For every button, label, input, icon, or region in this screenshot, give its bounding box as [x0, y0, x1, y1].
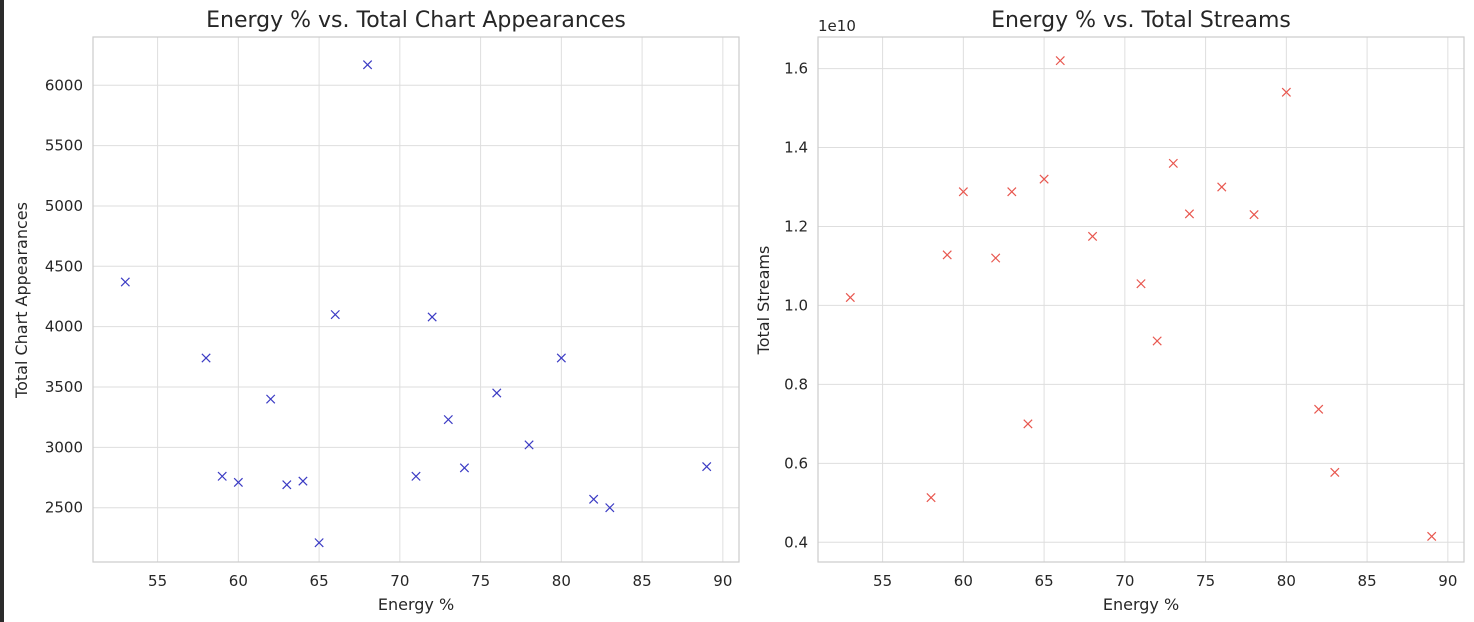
chart-appearances-y-tick-label: 5000 [45, 197, 83, 215]
streams-title: Energy % vs. Total Streams [991, 8, 1291, 33]
streams-point [1007, 187, 1017, 197]
streams-point [845, 292, 855, 303]
chart-appearances-point [556, 353, 566, 363]
streams-y-tick-label: 1.0 [784, 296, 808, 314]
streams-offset-label: 1e10 [818, 17, 856, 35]
chart-appearances-y-tick-label: 4500 [45, 257, 83, 275]
streams-point [1023, 419, 1033, 429]
chart-appearances-point [492, 388, 502, 398]
streams-x-tick-label: 65 [1035, 572, 1054, 590]
streams-point [1168, 158, 1178, 168]
streams-point [1039, 174, 1049, 184]
streams-x-ticks: 55 60 65 70 75 80 85 90 [873, 572, 1457, 590]
chart-appearances-point [427, 312, 437, 322]
streams-x-tick-label: 60 [954, 572, 973, 590]
chart-appearances-title: Energy % vs. Total Chart Appearances [206, 8, 626, 33]
streams-point [942, 250, 952, 260]
chart-appearances-point [217, 471, 227, 481]
chart-appearances-point [411, 471, 421, 481]
chart-appearances-y-tick-label: 3500 [45, 378, 83, 396]
streams-x-label: Energy % [1103, 595, 1179, 614]
chart-appearances-y-label: Total Chart Appearances [12, 202, 31, 399]
streams-x-tick-label: 90 [1438, 572, 1457, 590]
streams-y-tick-label: 1.4 [784, 139, 808, 157]
streams-x-tick-label: 85 [1358, 572, 1377, 590]
chart-appearances-x-label: Energy % [378, 595, 454, 614]
chart-appearances-frame [92, 36, 740, 563]
window-edge [0, 0, 4, 622]
chart-appearances-point [702, 462, 712, 472]
streams-y-tick-label: 0.4 [784, 533, 808, 551]
chart-appearances-x-tick-label: 90 [713, 572, 732, 590]
streams-x-tick-label: 55 [873, 572, 892, 590]
chart-appearances-point [314, 538, 324, 548]
chart-appearances-x-tick-label: 60 [229, 572, 248, 590]
streams-point [1427, 531, 1437, 541]
chart-appearances-x-tick-label: 85 [633, 572, 652, 590]
chart-appearances-panel: 55 60 65 70 75 80 85 90 2500 3000 3500 4000 4500 500… [12, 8, 740, 614]
chart-appearances-grid [93, 37, 739, 562]
streams-x-tick-label: 80 [1277, 572, 1296, 590]
chart-appearances-point [524, 440, 534, 450]
streams-point [1055, 56, 1065, 66]
chart-appearances-y-ticks: 2500 3000 3500 4000 4500 5000 5500 6000 [45, 76, 83, 516]
chart-appearances-point [233, 477, 243, 487]
streams-point [991, 253, 1001, 263]
streams-point [926, 493, 936, 503]
chart-appearances-x-tick-label: 70 [390, 572, 409, 590]
streams-y-ticks: 0.4 0.6 0.8 1.0 1.2 1.4 1.6 [784, 60, 808, 552]
chart-appearances-y-tick-label: 2500 [45, 499, 83, 517]
chart-appearances-x-tick-label: 65 [310, 572, 329, 590]
chart-appearances-point [120, 277, 130, 287]
streams-point [1136, 279, 1146, 289]
streams-point [1152, 336, 1162, 346]
chart-appearances-points [120, 60, 712, 548]
streams-grid [818, 37, 1464, 562]
streams-y-tick-label: 1.6 [784, 60, 808, 78]
streams-y-label: Total Streams [754, 246, 773, 356]
chart-appearances-x-tick-label: 75 [471, 572, 490, 590]
streams-point [1249, 210, 1259, 220]
streams-y-tick-label: 0.6 [784, 454, 808, 472]
streams-y-tick-label: 0.8 [784, 375, 808, 393]
chart-appearances-point [443, 414, 453, 425]
streams-panel: 55 60 65 70 75 80 85 90 0.4 0.6 0.8 1.0 1.2 1.4 1.6 E… [754, 8, 1465, 614]
streams-point [1281, 87, 1291, 97]
streams-point [1184, 209, 1195, 219]
streams-point [1330, 467, 1340, 478]
streams-point [958, 187, 968, 197]
streams-frame [817, 36, 1465, 563]
chart-appearances-x-ticks: 55 60 65 70 75 80 85 90 [148, 572, 732, 590]
streams-x-tick-label: 70 [1115, 572, 1134, 590]
chart-appearances-point [589, 494, 599, 504]
chart-appearances-point [330, 309, 340, 320]
streams-points [845, 56, 1437, 541]
chart-appearances-point [459, 463, 470, 473]
chart-appearances-y-tick-label: 6000 [45, 76, 83, 94]
chart-appearances-y-tick-label: 4000 [45, 318, 83, 336]
chart-appearances-point [605, 503, 615, 513]
streams-point [1314, 404, 1324, 414]
streams-x-tick-label: 75 [1196, 572, 1215, 590]
chart-appearances-point [266, 394, 276, 404]
chart-appearances-y-tick-label: 3000 [45, 438, 83, 456]
chart-appearances-point [362, 60, 373, 70]
chart-appearances-point [298, 476, 308, 486]
chart-appearances-x-tick-label: 80 [552, 572, 571, 590]
chart-appearances-point [282, 480, 292, 490]
chart-appearances-y-tick-label: 5500 [45, 137, 83, 155]
streams-point [1217, 182, 1227, 192]
chart-appearances-x-tick-label: 55 [148, 572, 167, 590]
chart-appearances-point [201, 353, 211, 363]
streams-point [1087, 231, 1098, 241]
streams-y-tick-label: 1.2 [784, 217, 808, 235]
